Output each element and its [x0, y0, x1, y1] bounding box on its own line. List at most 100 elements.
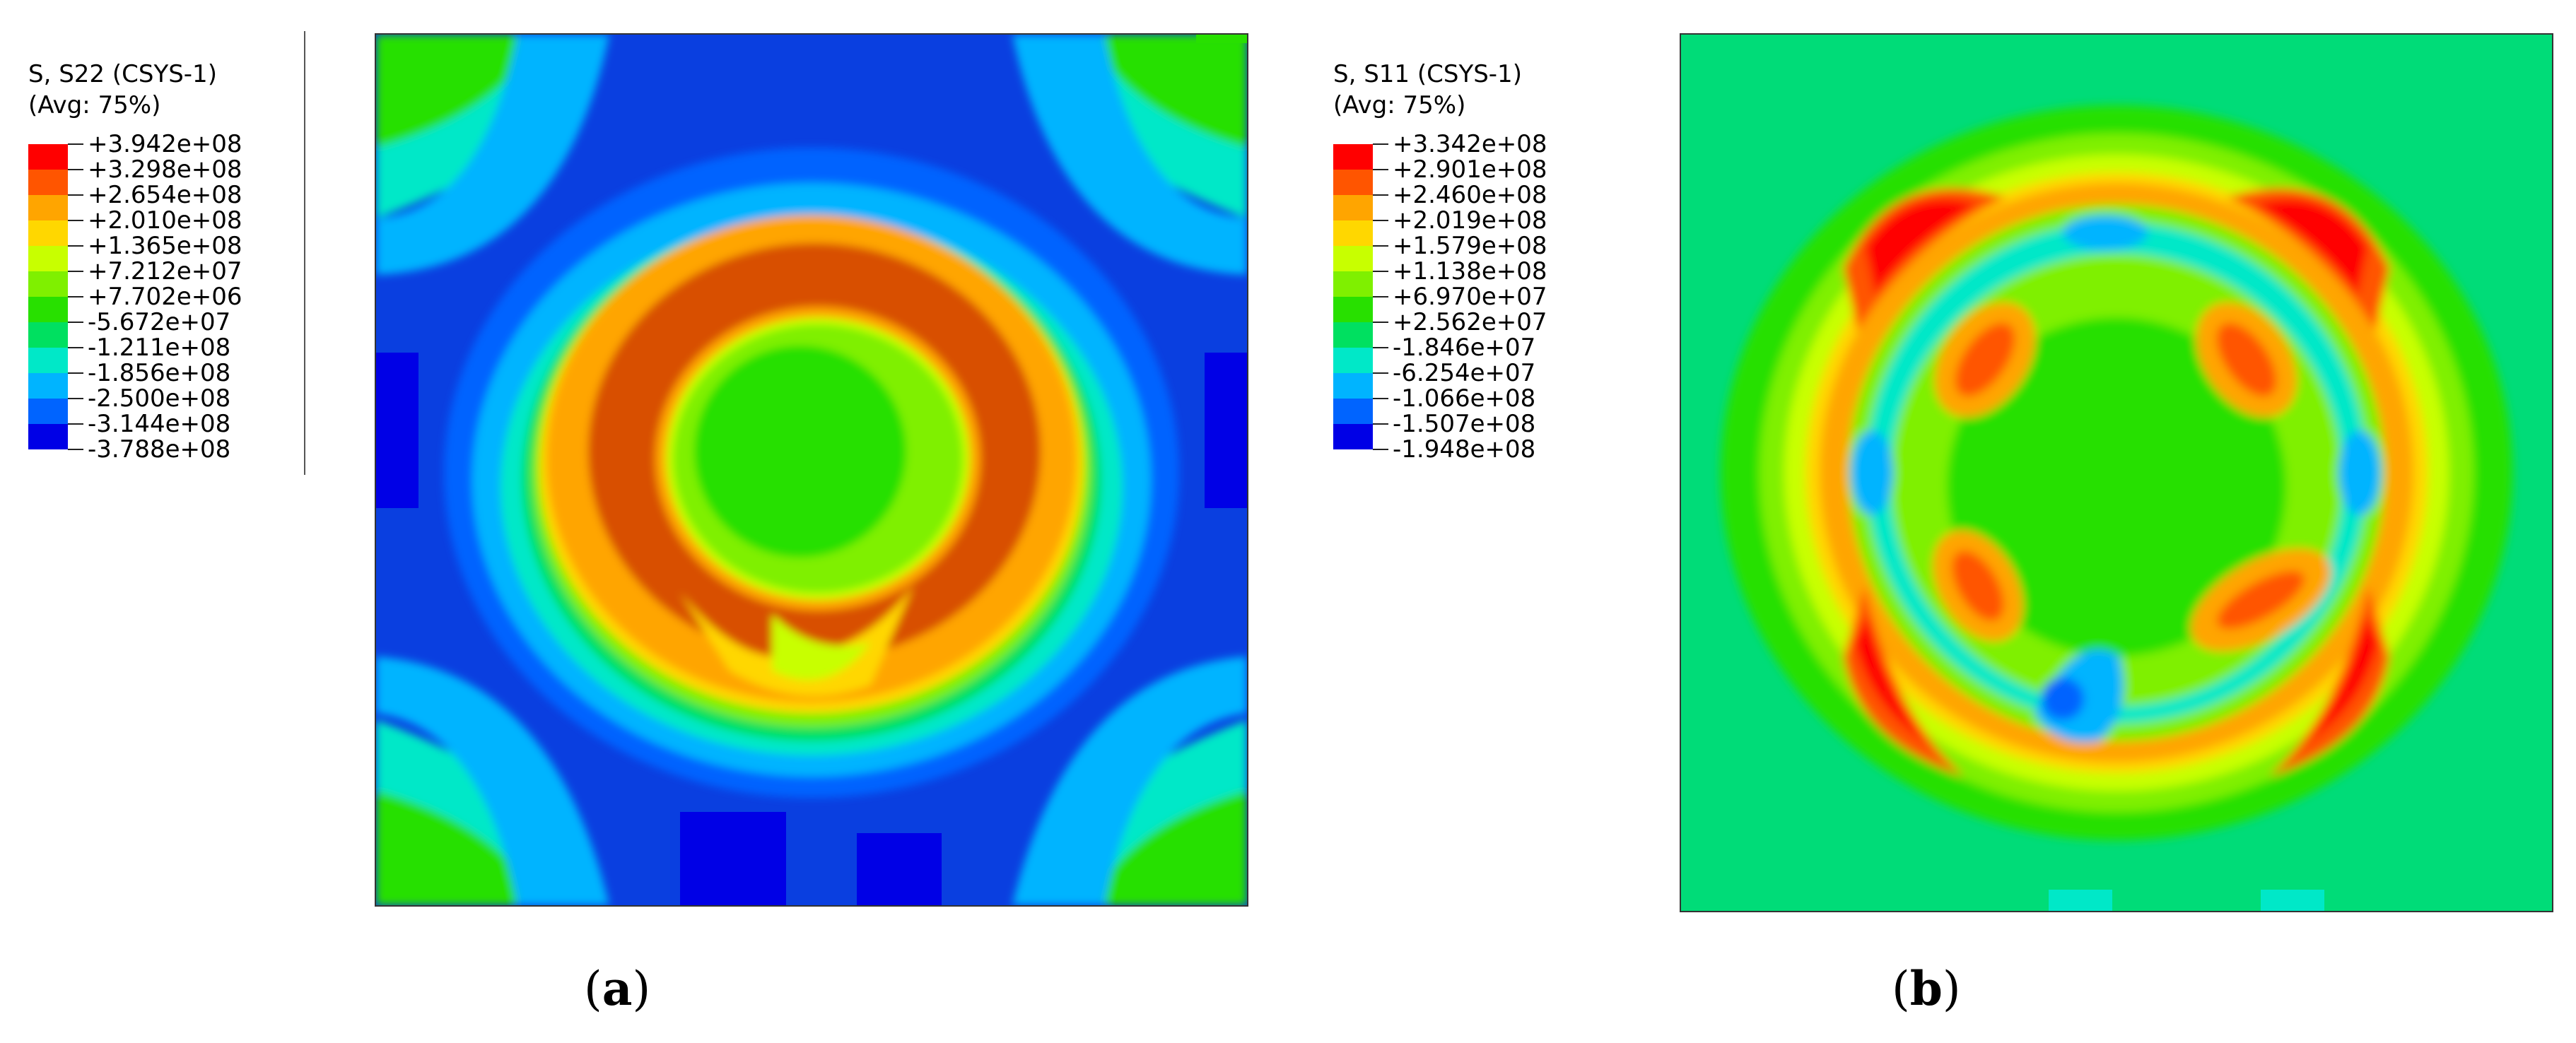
legend-value: +3.298e+08 [88, 155, 242, 184]
caption-b: (b) [1892, 961, 1961, 1016]
legend-tick [68, 398, 83, 399]
legend-subtitle: (Avg: 75%) [1333, 91, 1466, 119]
legend-tick [68, 322, 83, 323]
legend-tick [68, 271, 83, 272]
legend-entry: -2.500e+08 [28, 387, 325, 424]
legend-entry: +2.901e+08 [1333, 158, 1630, 195]
legend-tick [1373, 372, 1388, 374]
legend-value: +2.460e+08 [1393, 181, 1547, 209]
legend-tick [68, 372, 83, 374]
legend-swatch [28, 170, 68, 195]
legend-entry: -1.507e+08 [1333, 412, 1630, 449]
legend-value: -2.500e+08 [88, 384, 231, 413]
legend-tick [1373, 347, 1388, 348]
caption-a: (a) [584, 961, 651, 1016]
legend-value: +7.702e+06 [88, 283, 242, 311]
legend-entry: +2.654e+08 [28, 183, 325, 220]
legend-tick [1373, 296, 1388, 297]
legend-swatch [1333, 322, 1373, 348]
legend-swatch [28, 424, 68, 449]
legend-entry: +7.702e+06 [28, 285, 325, 322]
legend-title: S, S11 (CSYS-1) [1333, 60, 1522, 88]
legend-value: -6.254e+07 [1393, 359, 1536, 387]
legend-value: -1.948e+08 [1393, 435, 1536, 464]
legend-entry: +1.365e+08 [28, 234, 325, 271]
legend-tick [68, 347, 83, 348]
legend-entry: -1.211e+08 [28, 336, 325, 373]
legend-value: +3.942e+08 [88, 130, 242, 158]
legend-value: -1.507e+08 [1393, 410, 1536, 438]
legend-entry: -3.144e+08 [28, 412, 325, 449]
legend-tick [68, 245, 83, 247]
legend-divider [304, 31, 305, 475]
legend-subtitle: (Avg: 75%) [28, 91, 161, 119]
legend-value: +1.138e+08 [1393, 257, 1547, 285]
legend-swatch [28, 271, 68, 297]
legend-swatch [28, 144, 68, 170]
legend-value: +6.970e+07 [1393, 283, 1547, 311]
legend-value: -1.856e+08 [88, 359, 231, 387]
legend-tick [1373, 449, 1388, 450]
legend-value: -1.846e+07 [1393, 334, 1536, 362]
contour-s11-graphic [1681, 35, 2552, 911]
legend-swatch [1333, 373, 1373, 399]
legend-title: S, S22 (CSYS-1) [28, 60, 217, 88]
legend-value: +2.562e+07 [1393, 308, 1547, 336]
legend-tick [68, 143, 83, 145]
legend-entry: +2.562e+07 [1333, 310, 1630, 348]
legend-swatch [28, 373, 68, 399]
legend-swatch [1333, 220, 1373, 246]
legend-swatch [1333, 271, 1373, 297]
contour-plot-s22 [375, 33, 1248, 907]
legend-tick [1373, 194, 1388, 196]
legend-swatch [1333, 170, 1373, 195]
legend-entry: +1.579e+08 [1333, 234, 1630, 271]
legend-tick [1373, 423, 1388, 425]
legend-swatch [1333, 424, 1373, 449]
legend-entry: +2.460e+08 [1333, 183, 1630, 220]
legend-tick [68, 194, 83, 196]
legend-swatch [1333, 348, 1373, 373]
legend-swatch [28, 246, 68, 271]
legend-swatch [1333, 399, 1373, 424]
legend-swatch [1333, 246, 1373, 271]
legend-entry: -1.948e+08 [1333, 437, 1630, 475]
legend-tick [1373, 169, 1388, 170]
legend-swatch [1333, 144, 1373, 170]
legend-value: +2.654e+08 [88, 181, 242, 209]
legend-entry: +3.298e+08 [28, 158, 325, 195]
legend-swatch [28, 297, 68, 322]
legend-entry: +3.342e+08 [1333, 132, 1630, 170]
legend-tick [1373, 143, 1388, 145]
legend-value: -3.144e+08 [88, 410, 231, 438]
legend-value: +3.342e+08 [1393, 130, 1547, 158]
legend-value: -5.672e+07 [88, 308, 231, 336]
legend-tick [1373, 271, 1388, 272]
legend-tick [68, 220, 83, 221]
legend-entry: -1.066e+08 [1333, 387, 1630, 424]
legend-swatch [28, 348, 68, 373]
legend-value: +7.212e+07 [88, 257, 242, 285]
legend-tick [1373, 398, 1388, 399]
legend-swatch [28, 322, 68, 348]
legend-swatch [28, 220, 68, 246]
legend-entry: +1.138e+08 [1333, 259, 1630, 297]
legend-tick [68, 169, 83, 170]
legend-swatch [28, 399, 68, 424]
legend-tick [68, 296, 83, 297]
legend-value: -1.211e+08 [88, 334, 231, 362]
legend-tick [1373, 220, 1388, 221]
legend-swatch [28, 195, 68, 220]
legend-value: +2.901e+08 [1393, 155, 1547, 184]
contour-plot-s11 [1680, 33, 2553, 912]
legend-value: +1.579e+08 [1393, 232, 1547, 260]
legend-entry: -6.254e+07 [1333, 361, 1630, 399]
legend-swatch [1333, 297, 1373, 322]
legend-entry: +2.019e+08 [1333, 208, 1630, 246]
legend-value: +1.365e+08 [88, 232, 242, 260]
legend-entry: +3.942e+08 [28, 132, 325, 170]
legend-value: -3.788e+08 [88, 435, 231, 464]
legend-tick [68, 423, 83, 425]
legend-tick [1373, 245, 1388, 247]
legend-tick [68, 449, 83, 450]
